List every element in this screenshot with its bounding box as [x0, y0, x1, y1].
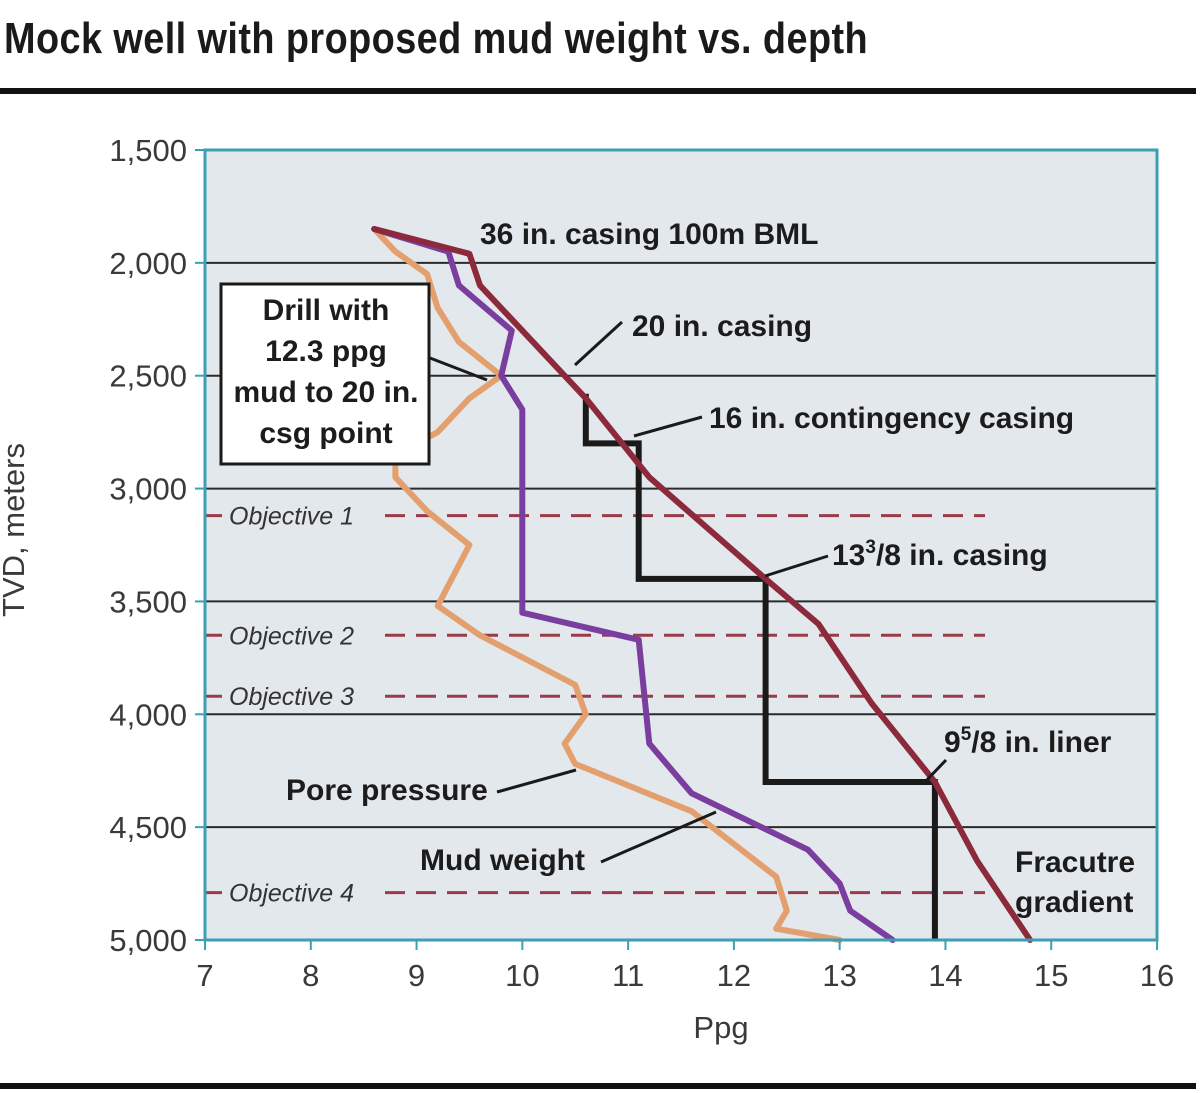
casing-20-label: 20 in. casing — [632, 310, 812, 343]
y-tick-label: 4,500 — [109, 810, 187, 845]
x-tick-label: 10 — [505, 958, 539, 993]
drill-note-box — [219, 282, 431, 466]
drill-note-line: mud to 20 in. — [233, 376, 418, 409]
y-tick-label: 5,000 — [109, 923, 187, 958]
bottom-rule — [0, 1083, 1196, 1089]
y-tick-label: 4,000 — [109, 697, 187, 732]
pore-pressure-label: Pore pressure — [286, 774, 488, 807]
objective-label: Objective 2 — [229, 622, 354, 650]
fracture-gradient-label: Fracutre — [1015, 846, 1135, 879]
title-rule — [0, 88, 1196, 94]
y-axis-label: TVD, meters — [0, 443, 31, 617]
objective-label: Objective 4 — [229, 880, 354, 908]
casing-program-line — [582, 393, 938, 940]
x-tick-label: 7 — [196, 958, 213, 993]
figure-title: Mock well with proposed mud weight vs. d… — [4, 14, 869, 63]
x-tick-label: 14 — [928, 958, 962, 993]
mud-weight-line — [371, 226, 896, 943]
annotations: 36 in. casing 100m BML 20 in. casing 16 in… — [219, 218, 1135, 919]
x-tick-label: 12 — [717, 958, 751, 993]
casing-16-label: 16 in. contingency casing — [709, 402, 1074, 435]
objective-label: Objective 3 — [229, 683, 354, 711]
series-group — [371, 226, 1034, 943]
x-tick-label: 11 — [612, 958, 644, 993]
leader-line — [764, 554, 829, 578]
y-tick-label: 2,500 — [109, 359, 187, 394]
y-tick-label: 3,000 — [109, 472, 187, 507]
y-tick-label: 1,500 — [109, 133, 187, 168]
casing-13-label: 133/8 in. casing — [832, 537, 1048, 572]
x-tick-label: 9 — [408, 958, 425, 993]
x-tick-label: 8 — [302, 958, 319, 993]
x-tick-label: 16 — [1140, 958, 1174, 993]
leader-line — [573, 320, 624, 367]
objective-lines: Objective 1 Objective 2 Objective 3 Objecti… — [205, 503, 985, 908]
mud-weight-label: Mud weight — [420, 844, 585, 877]
leader-line — [922, 758, 948, 785]
x-tick-label: 15 — [1034, 958, 1068, 993]
liner-9-label: 95/8 in. liner — [944, 724, 1112, 759]
drill-note-line: 12.3 ppg — [265, 335, 387, 368]
annotation-leaders — [429, 320, 948, 864]
casing-36-label: 36 in. casing 100m BML — [480, 218, 818, 251]
leader-line — [633, 415, 703, 438]
fracture-gradient-label: gradient — [1015, 886, 1133, 919]
drill-note-line: Drill with — [263, 294, 390, 327]
pore-pressure-line — [371, 226, 843, 943]
fracture-gradient-line — [371, 226, 1034, 943]
x-tick-label: 13 — [822, 958, 856, 993]
y-tick-label: 2,000 — [109, 246, 187, 281]
leader-line — [429, 356, 488, 382]
leader-line — [600, 810, 717, 864]
x-axis-label: Ppg — [693, 1010, 748, 1045]
objective-label: Objective 1 — [229, 503, 354, 531]
axis-ticks: 7 8 9 10 11 12 13 14 15 16 1,500 2,000 2,500 3,000 3,5… — [109, 133, 1174, 993]
drill-note-line: csg point — [259, 417, 392, 450]
leader-line — [496, 768, 577, 794]
y-tick-label: 3,500 — [109, 584, 187, 619]
plot-border — [203, 148, 1159, 942]
